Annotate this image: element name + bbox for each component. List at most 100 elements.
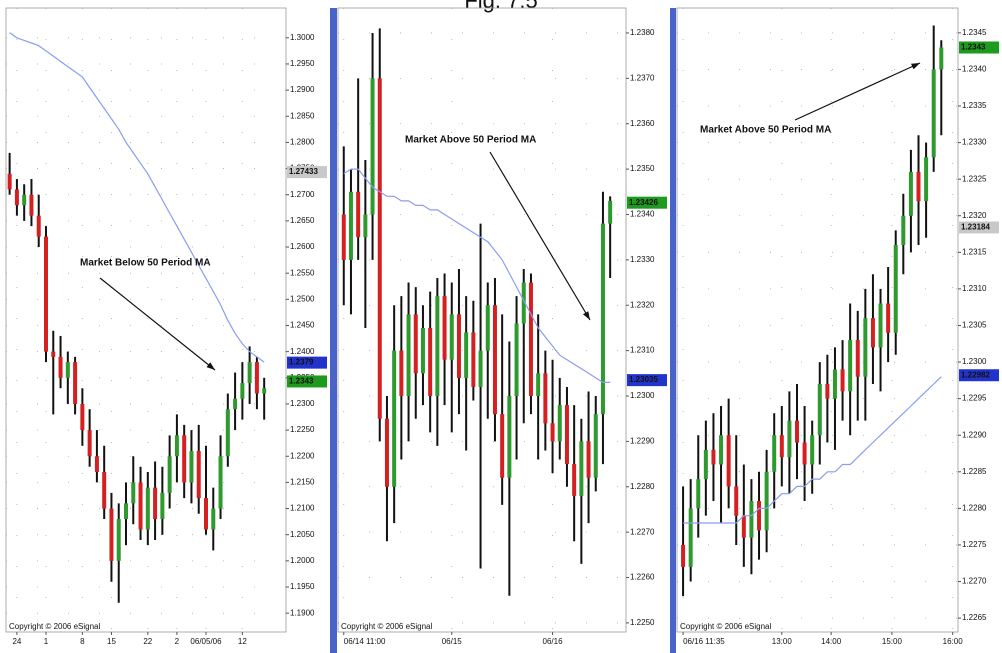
candle-body xyxy=(14,189,19,206)
price-tag-label: 1.22982 xyxy=(961,370,990,379)
candle-body xyxy=(174,435,179,457)
candle-body xyxy=(428,327,433,397)
y-tick-label: 1.2345 xyxy=(962,28,987,37)
y-tick-label: 1.2850 xyxy=(290,111,315,120)
y-tick-label: 1.2400 xyxy=(290,347,315,356)
candle-body xyxy=(356,191,361,238)
candle-body xyxy=(579,441,584,496)
candle-body xyxy=(492,305,497,415)
candle-body xyxy=(449,314,454,360)
candle-body xyxy=(218,456,223,509)
y-tick-label: 1.2320 xyxy=(630,300,655,309)
candle-body xyxy=(719,435,724,465)
candle-body xyxy=(58,356,63,378)
y-tick-label: 1.2330 xyxy=(962,138,987,147)
x-tick-label: 06/16 11:35 xyxy=(683,637,725,646)
candle-body xyxy=(908,171,913,216)
candle-body xyxy=(711,449,716,465)
y-tick-label: 1.2450 xyxy=(290,321,315,330)
candle-body xyxy=(855,340,860,377)
price-tag-label: 1.27433 xyxy=(289,167,318,176)
candle-body xyxy=(901,215,906,246)
candle-body xyxy=(681,544,686,567)
y-tick-label: 1.2270 xyxy=(962,577,987,586)
y-tick-label: 1.1950 xyxy=(290,582,315,591)
candle-body xyxy=(521,282,526,324)
arrow-head xyxy=(911,63,920,70)
candle-body xyxy=(124,503,128,520)
candle-body xyxy=(726,435,731,487)
price-tag xyxy=(627,374,667,387)
candle-body xyxy=(80,403,85,431)
candle-body xyxy=(528,282,533,397)
annotation-arrow xyxy=(489,151,591,321)
candle-body xyxy=(196,451,201,499)
price-tag xyxy=(959,369,999,382)
candle-body xyxy=(600,223,605,415)
x-tick-label: 06/16 xyxy=(543,637,564,646)
y-tick-label: 1.2265 xyxy=(962,613,987,622)
y-tick-label: 1.2260 xyxy=(630,573,655,582)
annotation: Market Below 50 Period MA xyxy=(80,258,211,269)
candle-body xyxy=(939,47,944,70)
y-tick-label: 1.2300 xyxy=(290,399,315,408)
candle-body xyxy=(817,384,822,436)
y-tick-label: 1.2300 xyxy=(962,357,987,366)
annotation: Market Above 50 Period MA xyxy=(405,135,536,146)
candle-body xyxy=(564,405,569,465)
moving-average xyxy=(343,168,611,383)
panel-separator xyxy=(330,8,337,653)
y-tick-label: 1.2320 xyxy=(962,211,987,220)
candle-body xyxy=(211,508,216,530)
candle-body xyxy=(189,451,194,483)
candle-body xyxy=(363,214,368,238)
candle-body xyxy=(741,515,746,538)
candle-body xyxy=(848,340,853,392)
price-tag-label: 1.23426 xyxy=(629,198,658,207)
candle-body xyxy=(116,519,121,561)
candle-body xyxy=(392,350,397,487)
candle-body xyxy=(138,482,143,530)
y-tick-label: 1.2200 xyxy=(290,451,315,460)
figure-title: Fig. 7.5 xyxy=(464,0,537,13)
candle-body xyxy=(794,420,799,443)
candle-body xyxy=(696,479,701,509)
candle-body xyxy=(182,435,187,483)
candle-body xyxy=(413,314,418,374)
candle-body xyxy=(7,173,12,190)
y-tick-label: 1.2335 xyxy=(962,101,987,110)
y-tick-label: 1.2310 xyxy=(962,284,987,293)
y-tick-label: 1.2285 xyxy=(962,467,987,476)
x-tick-label: 1 xyxy=(44,637,49,646)
candle-body xyxy=(160,492,165,520)
candle-body xyxy=(131,482,136,504)
candle-body xyxy=(870,318,875,348)
candle-body xyxy=(204,498,208,530)
price-tag xyxy=(287,166,327,179)
candle-body xyxy=(153,487,158,520)
y-tick-label: 1.2275 xyxy=(962,540,987,549)
candle-body xyxy=(772,435,777,472)
copyright: Copyright © 2006 eSignal xyxy=(9,622,101,631)
moving-average xyxy=(683,376,942,524)
x-tick-label: 13:00 xyxy=(772,637,793,646)
candle-body xyxy=(749,501,754,538)
price-tag-label: 1.23035 xyxy=(629,375,658,384)
moving-average xyxy=(9,32,265,363)
y-tick-label: 1.2370 xyxy=(630,73,655,82)
candle-body xyxy=(36,215,41,237)
candle-body xyxy=(65,362,70,378)
copyright: Copyright © 2006 eSignal xyxy=(680,622,772,631)
x-tick-label: 15:00 xyxy=(882,637,903,646)
y-tick-label: 1.2340 xyxy=(962,65,987,74)
y-tick-label: 1.2250 xyxy=(290,425,315,434)
y-tick-label: 1.2000 xyxy=(290,556,315,565)
candle-body xyxy=(102,471,107,509)
plot-frame xyxy=(5,7,287,633)
y-tick-label: 1.2700 xyxy=(290,190,315,199)
candle-body xyxy=(787,420,792,458)
y-tick-label: 1.2360 xyxy=(630,119,655,128)
y-tick-label: 1.2280 xyxy=(630,482,655,491)
